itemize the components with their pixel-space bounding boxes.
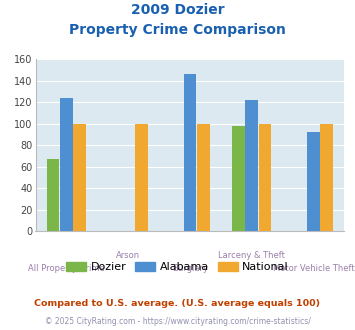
Bar bbox=[245, 100, 258, 231]
Text: 2009 Dozier: 2009 Dozier bbox=[131, 3, 224, 17]
Bar bbox=[259, 124, 272, 231]
Legend: Dozier, Alabama, National: Dozier, Alabama, National bbox=[62, 257, 293, 277]
Bar bbox=[135, 124, 148, 231]
Bar bbox=[47, 159, 59, 231]
Text: Larceny & Theft: Larceny & Theft bbox=[218, 251, 285, 260]
Text: Arson: Arson bbox=[116, 251, 140, 260]
Bar bbox=[321, 124, 333, 231]
Bar bbox=[197, 124, 210, 231]
Text: All Property Crime: All Property Crime bbox=[28, 264, 105, 273]
Text: Compared to U.S. average. (U.S. average equals 100): Compared to U.S. average. (U.S. average … bbox=[34, 299, 321, 308]
Bar bbox=[73, 124, 86, 231]
Bar bbox=[60, 98, 73, 231]
Bar bbox=[232, 126, 245, 231]
Text: Burglary: Burglary bbox=[172, 264, 208, 273]
Text: Motor Vehicle Theft: Motor Vehicle Theft bbox=[273, 264, 354, 273]
Text: Property Crime Comparison: Property Crime Comparison bbox=[69, 23, 286, 37]
Bar bbox=[184, 74, 196, 231]
Text: © 2025 CityRating.com - https://www.cityrating.com/crime-statistics/: © 2025 CityRating.com - https://www.city… bbox=[45, 317, 310, 326]
Bar bbox=[307, 132, 320, 231]
